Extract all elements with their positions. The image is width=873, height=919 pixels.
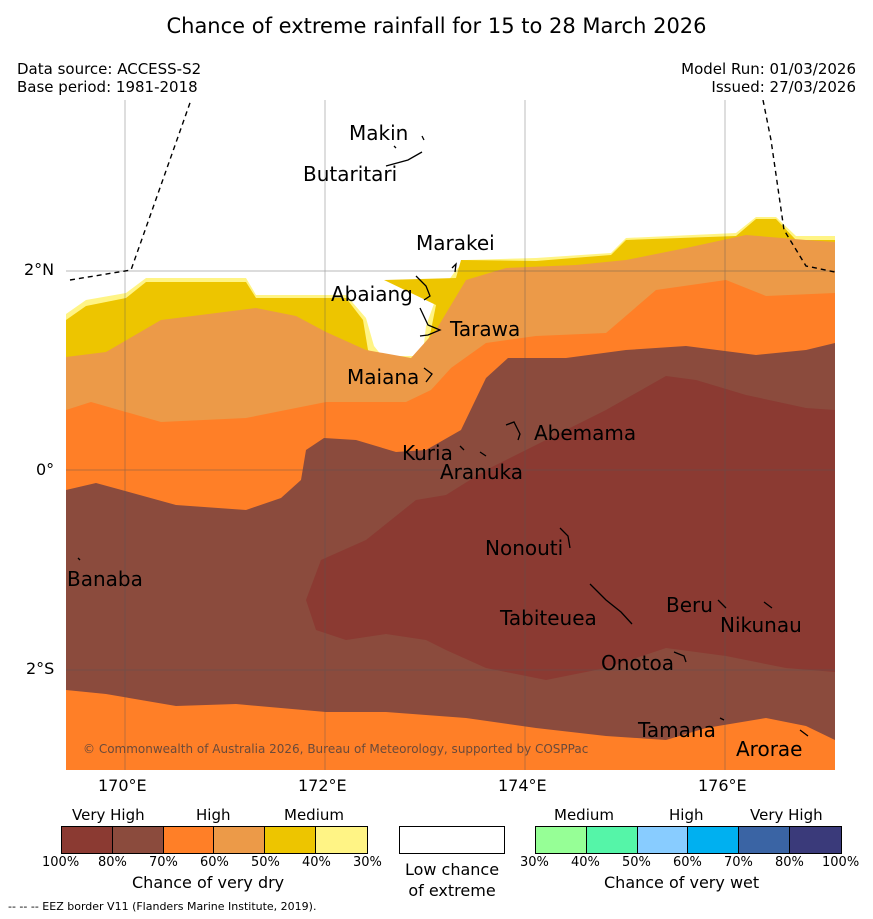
place-label: Maiana bbox=[347, 365, 419, 389]
y-tick-label: 0° bbox=[36, 460, 55, 479]
place-label: Abemama bbox=[534, 421, 636, 445]
island-outlines bbox=[77, 135, 809, 737]
place-label: Beru bbox=[666, 593, 713, 617]
zone-very-high-dry bbox=[306, 376, 835, 680]
dry-caption: Chance of very dry bbox=[132, 873, 285, 892]
wet-swatch bbox=[536, 827, 587, 853]
place-label: Banaba bbox=[67, 567, 143, 591]
data-source: Data source: ACCESS-S2 bbox=[17, 60, 202, 78]
dry-tick: 80% bbox=[98, 855, 127, 870]
dry-swatch bbox=[62, 827, 113, 853]
dry-header-very-high: Very High bbox=[72, 806, 145, 824]
wet-header-high: High bbox=[669, 806, 704, 824]
place-label: Tabiteuea bbox=[499, 606, 597, 630]
wet-color-scale bbox=[535, 826, 842, 854]
gridlines bbox=[66, 100, 835, 770]
dry-tick: 40% bbox=[302, 855, 331, 870]
wet-swatch bbox=[688, 827, 740, 853]
place-label: Nonouti bbox=[485, 536, 563, 560]
low-chance-line2: of extreme bbox=[408, 881, 496, 900]
place-label: Kuria bbox=[402, 441, 453, 465]
dry-swatch bbox=[214, 827, 266, 853]
wet-header-medium: Medium bbox=[554, 806, 614, 824]
place-label: Butaritari bbox=[303, 162, 397, 186]
dry-tick: 70% bbox=[149, 855, 178, 870]
issued-date: Issued: 27/03/2026 bbox=[711, 78, 856, 96]
rainfall-map: Makin Butaritari Marakei Abaiang Tarawa … bbox=[66, 100, 835, 770]
copyright-notice: © Commonwealth of Australia 2026, Bureau… bbox=[83, 742, 588, 756]
dry-tick: 30% bbox=[353, 855, 382, 870]
map-title: Chance of extreme rainfall for 15 to 28 … bbox=[166, 14, 707, 38]
dry-swatch bbox=[265, 827, 317, 853]
wet-tick: 60% bbox=[673, 855, 702, 870]
place-label: Nikunau bbox=[720, 613, 802, 637]
base-period: Base period: 1981-2018 bbox=[17, 78, 198, 96]
model-run: Model Run: 01/03/2026 bbox=[681, 60, 856, 78]
place-label: Tarawa bbox=[449, 317, 520, 341]
x-tick-label: 170°E bbox=[98, 776, 147, 795]
low-chance-line1: Low chance bbox=[404, 860, 500, 879]
dry-swatch bbox=[112, 827, 164, 853]
wet-tick: 70% bbox=[724, 855, 753, 870]
place-label: Arorae bbox=[736, 737, 802, 761]
wet-tick: 40% bbox=[571, 855, 600, 870]
wet-tick: 100% bbox=[822, 855, 860, 870]
wet-caption: Chance of very wet bbox=[604, 873, 760, 892]
x-tick-label: 176°E bbox=[698, 776, 747, 795]
x-tick-label: 172°E bbox=[298, 776, 347, 795]
dry-tick: 60% bbox=[200, 855, 229, 870]
low-chance-label: Low chance of extreme bbox=[399, 859, 505, 901]
meta-left: Data source: ACCESS-S2 Base period: 1981… bbox=[17, 60, 201, 96]
place-label: Aranuka bbox=[440, 460, 523, 484]
place-label: Onotoa bbox=[601, 651, 674, 675]
dry-swatch bbox=[163, 827, 215, 853]
wet-header-very-high: Very High bbox=[750, 806, 823, 824]
place-label: Abaiang bbox=[331, 282, 413, 306]
wet-swatch bbox=[790, 827, 841, 853]
x-tick-label: 174°E bbox=[498, 776, 547, 795]
dry-header-medium: Medium bbox=[284, 806, 344, 824]
wet-swatch bbox=[637, 827, 689, 853]
y-tick-label: 2°N bbox=[24, 260, 55, 279]
wet-swatch bbox=[739, 827, 791, 853]
wet-swatch bbox=[586, 827, 638, 853]
dry-tick: 50% bbox=[251, 855, 280, 870]
dry-swatch bbox=[316, 827, 367, 853]
place-label: Makin bbox=[349, 121, 408, 145]
dry-color-scale bbox=[61, 826, 368, 854]
place-label: Tamana bbox=[637, 718, 716, 742]
wet-tick: 30% bbox=[520, 855, 549, 870]
meta-right: Model Run: 01/03/2026 Issued: 27/03/2026 bbox=[681, 60, 856, 96]
wet-tick: 80% bbox=[775, 855, 804, 870]
dry-tick: 100% bbox=[42, 855, 80, 870]
zone-high-dry-south bbox=[66, 690, 835, 770]
eez-footnote: -- -- -- EEZ border V11 (Flanders Marine… bbox=[8, 900, 317, 913]
dry-header-high: High bbox=[196, 806, 231, 824]
y-tick-label: 2°S bbox=[26, 659, 55, 678]
place-label: Marakei bbox=[416, 231, 495, 255]
low-chance-swatch bbox=[399, 826, 505, 854]
wet-tick: 50% bbox=[622, 855, 651, 870]
eez-border bbox=[69, 100, 835, 281]
